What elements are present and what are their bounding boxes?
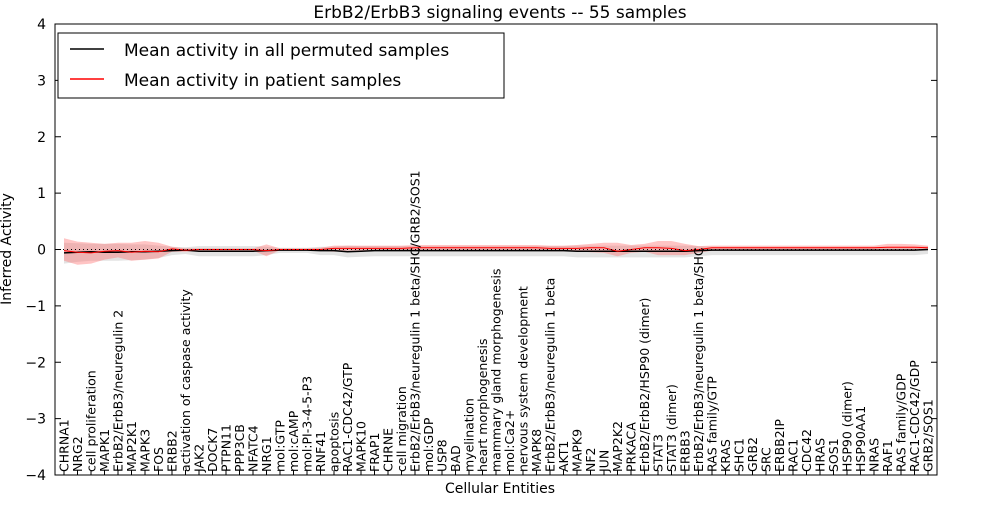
x-tick-label: cell migration (394, 386, 409, 472)
x-tick-label: ErbB2/ErbB3/neuregulin 2 (111, 310, 126, 472)
x-tick-label: nervous system development (516, 286, 531, 472)
y-tick-label: −4 (25, 468, 46, 484)
x-tick-label: RAC1-CDC42/GTP (340, 362, 355, 472)
x-tick-label: NRG2 (70, 436, 85, 472)
x-tick-label: SRC (759, 447, 774, 472)
x-tick-label: MAPK10 (354, 421, 369, 472)
y-tick-label: −1 (25, 299, 46, 315)
x-tick-label: MAP2K2 (610, 421, 625, 472)
x-tick-label: AKT1 (556, 441, 571, 472)
x-tick-label: NF2 (583, 448, 598, 473)
x-tick-label: GRB2 (745, 437, 760, 472)
x-tick-label: ERBB2 (165, 430, 180, 472)
x-tick-label: ErbB2/ErbB3/neuregulin 1 beta (543, 278, 558, 472)
x-tick-label: JUN (597, 450, 612, 473)
x-tick-label: CHRNE (381, 428, 396, 472)
x-tick-label: PRKACA (624, 422, 639, 472)
x-tick-label: myelination (462, 398, 477, 472)
x-tick-label: mol:cAMP (286, 410, 301, 472)
y-tick-label: −3 (25, 412, 46, 428)
x-tick-label: ErbB2/ErbB2/HSP90 (dimer) (637, 298, 652, 472)
x-tick-label: ErbB2/ErbB3/neuregulin 1 beta/SHC/GRB2/S… (408, 170, 423, 472)
x-tick-label: USP8 (435, 439, 450, 472)
x-tick-label: mol:GTP (273, 420, 288, 472)
x-tick-label: MAPK9 (570, 429, 585, 472)
x-tick-label: RNF41 (313, 431, 328, 472)
x-tick-label: mol:PI-3-4-5-P3 (300, 376, 315, 472)
x-tick-label: mammary gland morphogenesis (489, 269, 504, 472)
legend: Mean activity in all permuted samples Me… (57, 32, 505, 99)
x-tick-label: HSP90AA1 (853, 406, 868, 472)
x-tick-label: FRAP1 (367, 433, 382, 472)
y-axis-ticks: −4 −3 −2 −1 0 1 2 3 4 (25, 17, 937, 484)
x-tick-label: ERBB2IP (772, 419, 787, 472)
x-tick-label: MAPK8 (529, 429, 544, 472)
chart-title: ErbB2/ErbB3 signaling events -- 55 sampl… (313, 3, 686, 23)
x-tick-label: RAF1 (880, 440, 895, 472)
x-tick-label: MAPK3 (138, 429, 153, 472)
x-tick-label: NRAS (867, 438, 882, 472)
x-tick-label: SHC1 (732, 438, 747, 472)
y-tick-label: −2 (25, 355, 46, 371)
x-tick-label: GRB2/SOS1 (921, 399, 936, 472)
series-lines (55, 246, 937, 254)
y-tick-label: 3 (37, 73, 46, 89)
legend-label-permuted: Mean activity in all permuted samples (124, 41, 449, 61)
x-tick-label: RAS family/GDP (894, 373, 909, 472)
x-tick-label: DOCK7 (205, 428, 220, 472)
x-tick-label: RAC1-CDC42/GDP (907, 360, 922, 472)
x-tick-label: activation of caspase activity (178, 289, 193, 472)
x-tick-label: NRG1 (259, 436, 274, 472)
legend-label-patient: Mean activity in patient samples (124, 71, 401, 91)
x-tick-label: PPP3CB (232, 424, 247, 472)
x-tick-label: JAK2 (192, 444, 207, 473)
x-axis-title: Cellular Entities (445, 481, 555, 497)
x-tick-label: ERBB3 (678, 430, 693, 472)
x-tick-label: MAP2K1 (124, 421, 139, 472)
y-tick-label: 0 (37, 243, 46, 259)
x-tick-label: ErbB2/ErbB3/neuregulin 1 beta/SHC (691, 247, 706, 472)
x-tick-label: HSP90 (dimer) (840, 381, 855, 472)
x-tick-label: RAC1 (786, 439, 801, 472)
x-tick-label: RAS family/GTP (705, 376, 720, 472)
x-tick-label: BAD (448, 445, 463, 472)
x-tick-label: STAT3 (dimer) (664, 384, 679, 472)
legend-box (57, 32, 505, 99)
x-tick-label: mol:GDP (421, 417, 436, 472)
x-tick-label: KRAS (718, 439, 733, 472)
y-tick-label: 4 (37, 17, 46, 33)
x-tick-label: apoptosis (327, 412, 342, 472)
x-tick-label: HRAS (813, 438, 828, 472)
y-tick-label: 1 (37, 186, 46, 202)
y-axis-title: Inferred Activity (0, 193, 15, 305)
x-tick-label: CHRNA1 (57, 419, 72, 472)
x-tick-label: MAPK1 (97, 429, 112, 472)
x-tick-label: CDC42 (799, 429, 814, 472)
x-tick-label: mol:Ca2+ (502, 410, 517, 472)
x-tick-label: STAT3 (651, 434, 666, 472)
x-tick-label: heart morphogenesis (475, 339, 490, 473)
x-tick-label: NFATC4 (246, 425, 261, 472)
x-tick-label: SOS1 (826, 438, 841, 472)
x-tick-label: cell proliferation (84, 370, 99, 472)
series-line-permuted (63, 248, 929, 254)
x-tick-label: FOS (151, 447, 166, 472)
x-tick-label: PTPN11 (219, 424, 234, 472)
y-tick-label: 2 (37, 130, 46, 146)
